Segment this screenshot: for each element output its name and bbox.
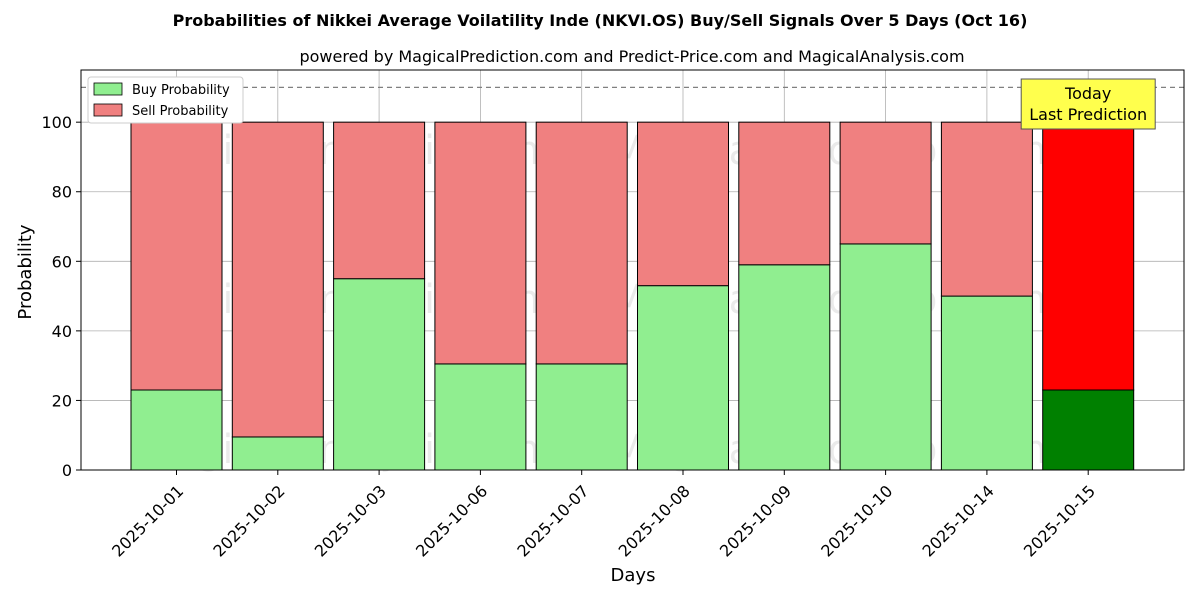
annotation: Today Last Prediction (1020, 78, 1156, 130)
y-axis: 0 20 40 60 80 100 (41, 113, 81, 480)
annotation-box (1020, 78, 1156, 130)
legend-label-sell: Sell Probability (132, 104, 229, 119)
bar-sell-2025-10-03 (333, 121, 426, 280)
plot-frame (80, 69, 1185, 471)
annotation-line2: Last Prediction (1029, 105, 1147, 124)
bar-sell-2025-10-06 (434, 121, 527, 365)
bar-sell-2025-10-07 (535, 121, 628, 365)
bars (130, 121, 1135, 471)
bar-sell-2025-10-15 (1042, 121, 1135, 391)
x-tick-label-9: 2025-10-15 (1020, 481, 1099, 560)
x-tick-label-8: 2025-10-14 (919, 481, 998, 560)
bar-buy-2025-10-15 (1042, 389, 1135, 471)
legend-swatch-buy (93, 82, 123, 96)
y-axis-label: Probability (15, 224, 36, 319)
bar-sell-2025-10-08 (637, 121, 729, 287)
y-tick-label-1: 20 (52, 391, 72, 410)
x-axis: 2025-10-01 2025-10-02 2025-10-03 2025-10-06… (108, 470, 1099, 561)
x-tick-label-2: 2025-10-03 (311, 481, 390, 560)
legend-label-buy: Buy Probability (132, 83, 230, 98)
y-tick-label-3: 60 (52, 252, 72, 271)
chart-title: Probabilities of Nikkei Average Voilatil… (173, 11, 1028, 30)
bar-buy-2025-10-08 (637, 285, 729, 471)
bar-buy-2025-10-02 (231, 436, 324, 471)
y-tick-label-0: 0 (62, 461, 72, 480)
annotation-line1: Today (1064, 84, 1111, 103)
bar-sell-2025-10-01 (130, 121, 223, 391)
y-tick-label-4: 80 (52, 183, 72, 202)
legend-frame (87, 76, 244, 124)
bar-buy-2025-10-01 (130, 389, 223, 471)
x-tick-label-1: 2025-10-02 (209, 481, 288, 560)
bar-buy-2025-10-14 (940, 295, 1033, 471)
y-tick-label-2: 40 (52, 322, 72, 341)
x-tick-label-3: 2025-10-06 (412, 481, 491, 560)
bar-sell-2025-10-10 (839, 121, 932, 245)
chart-subtitle: powered by MagicalPrediction.com and Pre… (299, 47, 964, 66)
bar-buy-2025-10-07 (535, 363, 628, 471)
bar-sell-2025-10-09 (738, 121, 831, 266)
x-axis-label: Days (611, 565, 656, 586)
bar-buy-2025-10-06 (434, 363, 527, 471)
x-tick-label-0: 2025-10-01 (108, 481, 187, 560)
bar-sell-2025-10-14 (940, 121, 1033, 297)
x-tick-label-6: 2025-10-09 (716, 481, 795, 560)
bar-buy-2025-10-03 (333, 278, 426, 471)
y-tick-label-5: 100 (41, 113, 72, 132)
x-tick-label-5: 2025-10-08 (615, 481, 694, 560)
bar-sell-2025-10-02 (231, 121, 324, 438)
x-tick-label-4: 2025-10-07 (513, 481, 592, 560)
legend: Buy Probability Sell Probability (87, 76, 244, 124)
bar-buy-2025-10-09 (738, 264, 831, 471)
bar-buy-2025-10-10 (839, 243, 932, 471)
legend-swatch-sell (93, 103, 123, 117)
x-tick-label-7: 2025-10-10 (817, 481, 896, 560)
